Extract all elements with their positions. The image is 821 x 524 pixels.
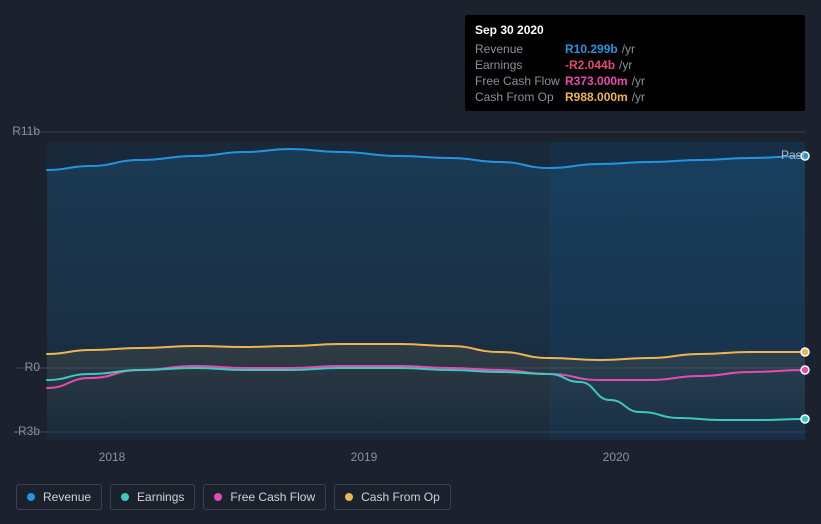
x-axis-label: 2019	[351, 450, 378, 464]
legend-label: Earnings	[137, 490, 184, 504]
tooltip-row: Cash From OpR988.000m/yr	[475, 89, 795, 105]
chart-tooltip: Sep 30 2020 RevenueR10.299b/yrEarnings-R…	[465, 15, 805, 111]
tooltip-row: RevenueR10.299b/yr	[475, 41, 795, 57]
legend-item[interactable]: Free Cash Flow	[203, 484, 326, 510]
tooltip-row: Free Cash FlowR373.000m/yr	[475, 73, 795, 89]
y-axis-label: -R3b	[0, 424, 40, 438]
tooltip-label: Earnings	[475, 58, 565, 72]
tooltip-value: R373.000m	[565, 74, 628, 88]
chart-legend: Revenue Earnings Free Cash Flow Cash From O…	[16, 484, 451, 510]
x-axis-label: 2018	[99, 450, 126, 464]
tooltip-label: Revenue	[475, 42, 565, 56]
legend-item[interactable]: Cash From Op	[334, 484, 451, 510]
legend-label: Free Cash Flow	[230, 490, 315, 504]
legend-label: Cash From Op	[361, 490, 440, 504]
legend-item[interactable]: Revenue	[16, 484, 102, 510]
legend-label: Revenue	[43, 490, 91, 504]
tooltip-date: Sep 30 2020	[475, 21, 795, 41]
y-axis-label: R0	[0, 360, 40, 374]
tooltip-unit: /yr	[619, 58, 632, 72]
tooltip-value: R10.299b	[565, 42, 618, 56]
past-label: Past	[781, 148, 805, 162]
tooltip-label: Cash From Op	[475, 90, 565, 104]
y-axis-label: R11b	[0, 124, 40, 138]
legend-dot-icon	[121, 493, 129, 501]
legend-dot-icon	[27, 493, 35, 501]
legend-dot-icon	[214, 493, 222, 501]
tooltip-row: Earnings-R2.044b/yr	[475, 57, 795, 73]
tooltip-value: -R2.044b	[565, 58, 615, 72]
tooltip-unit: /yr	[622, 42, 635, 56]
tooltip-value: R988.000m	[565, 90, 628, 104]
x-axis-label: 2020	[603, 450, 630, 464]
legend-item[interactable]: Earnings	[110, 484, 195, 510]
tooltip-unit: /yr	[632, 74, 645, 88]
tooltip-unit: /yr	[632, 90, 645, 104]
legend-dot-icon	[345, 493, 353, 501]
tooltip-label: Free Cash Flow	[475, 74, 565, 88]
